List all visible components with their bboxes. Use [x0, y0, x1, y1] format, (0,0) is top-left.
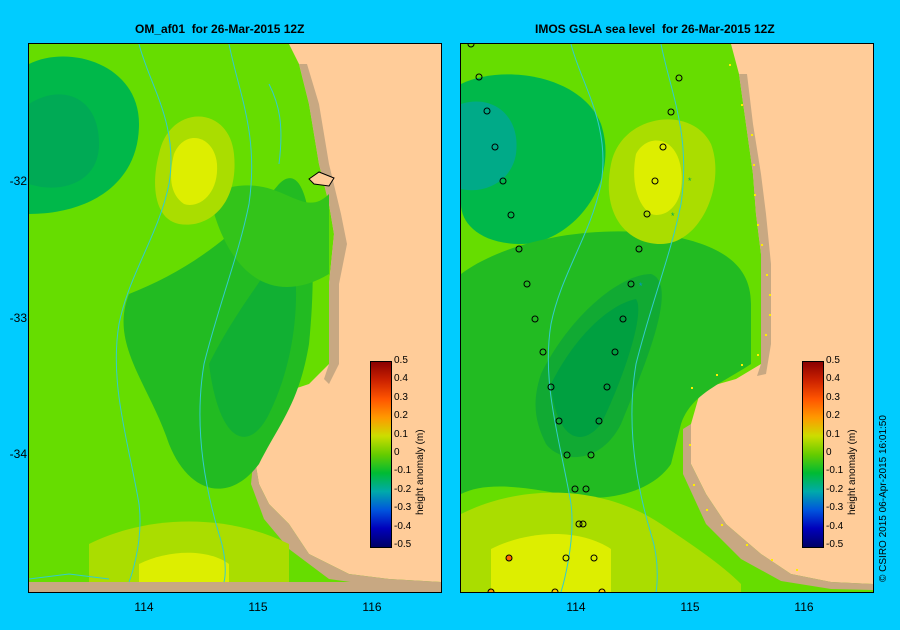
colorbar-title-right: height anomaly (m): [847, 429, 858, 515]
colorbar-label: -0.1: [394, 465, 412, 477]
copyright-timestamp: © CSIRO 2015 06-Apr-2015 16:01:50: [878, 415, 889, 582]
right-map-title: IMOS GSLA sea level for 26-Mar-2015 12Z: [535, 22, 775, 36]
longitude-tick: 116: [794, 600, 814, 614]
colorbar-label: -0.3: [826, 502, 844, 514]
colorbar-label: 0.3: [826, 391, 840, 403]
colorbar-label: 0.3: [394, 391, 408, 403]
colorbar-right: [802, 361, 824, 548]
svg-text:*: *: [671, 211, 675, 221]
longitude-tick: 115: [248, 600, 268, 614]
longitude-tick: 116: [362, 600, 382, 614]
colorbar-label: -0.5: [826, 539, 844, 550]
svg-text:*: *: [688, 176, 692, 186]
colorbar-label: -0.2: [394, 483, 412, 495]
colorbar-label: 0.1: [826, 428, 840, 440]
longitude-tick: 114: [134, 600, 154, 614]
colorbar-label: 0.4: [394, 373, 408, 385]
colorbar-left: [370, 361, 392, 548]
colorbar-label: -0.4: [394, 520, 412, 532]
colorbar-label: 0: [826, 447, 832, 458]
colorbar-label: 0.2: [394, 410, 408, 422]
latitude-tick: -34: [9, 447, 27, 461]
colorbar-label: 0.5: [394, 355, 408, 366]
latitude-tick: -32: [9, 174, 27, 188]
colorbar-label: 0: [394, 447, 400, 458]
colorbar-label: 0.5: [826, 355, 840, 366]
left-map-title: OM_af01 for 26-Mar-2015 12Z: [135, 22, 305, 36]
colorbar-label: -0.5: [394, 539, 412, 550]
colorbar-title-left: height anomaly (m): [415, 429, 426, 515]
right-observation-map: * * *: [460, 43, 874, 593]
colorbar-label: 0.4: [826, 373, 840, 385]
longitude-tick: 114: [566, 600, 586, 614]
left-model-map: [28, 43, 442, 593]
latitude-tick: -33: [9, 311, 27, 325]
longitude-tick: 115: [680, 600, 700, 614]
colorbar-label: 0.2: [826, 410, 840, 422]
colorbar-label: -0.3: [394, 502, 412, 514]
colorbar-label: -0.2: [826, 483, 844, 495]
colorbar-label: -0.4: [826, 520, 844, 532]
svg-text:*: *: [639, 281, 643, 291]
colorbar-label: 0.1: [394, 428, 408, 440]
colorbar-label: -0.1: [826, 465, 844, 477]
